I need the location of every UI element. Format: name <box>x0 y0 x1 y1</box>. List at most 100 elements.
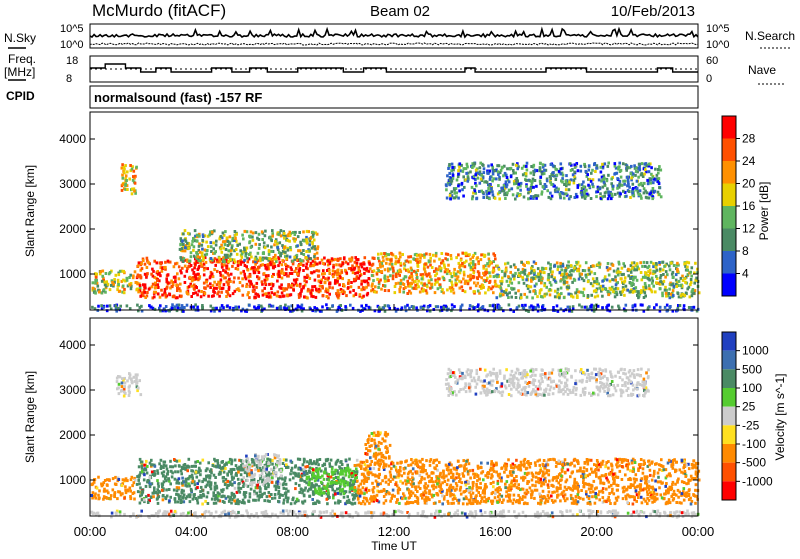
echo-cell <box>174 497 177 500</box>
echo-cell <box>621 267 624 270</box>
echo-cell <box>259 463 262 466</box>
echo-cell <box>257 252 260 255</box>
echo-cell <box>607 165 610 168</box>
echo-cell <box>263 492 266 495</box>
echo-cell <box>315 491 318 494</box>
echo-cell <box>567 293 570 296</box>
echo-cell <box>631 262 634 265</box>
echo-cell <box>241 277 244 280</box>
echo-cell <box>601 288 604 291</box>
echo-cell <box>585 189 588 192</box>
echo-cell <box>153 470 156 473</box>
echo-cell <box>309 466 312 469</box>
echo-cell <box>663 280 666 283</box>
echo-cell <box>560 287 563 290</box>
echo-cell <box>212 275 215 278</box>
echo-cell <box>253 490 256 493</box>
echo-cell <box>238 489 241 492</box>
echo-cell <box>308 488 311 491</box>
echo-cell <box>623 183 626 186</box>
echo-cell <box>281 269 284 272</box>
echo-cell <box>207 461 210 464</box>
echo-cell <box>474 173 477 176</box>
echo-cell <box>109 288 112 291</box>
echo-cell <box>275 454 278 457</box>
echo-cell <box>138 476 141 479</box>
echo-cell <box>242 270 245 273</box>
echo-cell <box>198 290 201 293</box>
echo-cell <box>113 492 116 495</box>
echo-cell <box>582 185 585 188</box>
echo-cell <box>467 180 470 183</box>
echo-cell <box>91 306 94 309</box>
echo-cell <box>311 289 314 292</box>
echo-cell <box>323 485 326 488</box>
echo-cell <box>192 292 195 295</box>
echo-cell <box>449 279 452 282</box>
echo-cell <box>587 184 590 187</box>
echo-cell <box>133 170 136 173</box>
echo-cell <box>558 296 561 299</box>
echo-cell <box>289 472 292 475</box>
echo-cell <box>117 307 120 310</box>
echo-cell <box>498 164 501 167</box>
echo-cell <box>655 266 658 269</box>
echo-cell <box>204 485 207 488</box>
echo-cell <box>261 455 264 458</box>
echo-cell <box>350 479 353 482</box>
echo-cell <box>625 304 628 307</box>
echo-cell <box>281 478 284 481</box>
echo-cell <box>650 166 653 169</box>
echo-cell <box>498 191 501 194</box>
echo-cell <box>326 487 329 490</box>
echo-cell <box>508 303 511 306</box>
echo-cell <box>518 183 521 186</box>
echo-cell <box>143 498 146 501</box>
echo-cell <box>643 173 646 176</box>
echo-cell <box>525 165 528 168</box>
echo-cell <box>181 267 184 270</box>
echo-cell <box>308 249 311 252</box>
echo-cell <box>558 170 561 173</box>
echo-cell <box>620 277 623 280</box>
echo-cell <box>472 271 475 274</box>
echo-cell <box>350 281 353 284</box>
echo-cell <box>379 265 382 268</box>
echo-cell <box>457 169 460 172</box>
echo-cell <box>174 280 177 283</box>
echo-cell <box>139 306 142 309</box>
echo-cell <box>131 192 134 195</box>
echo-cell <box>303 459 306 462</box>
echo-cell <box>354 486 357 489</box>
echo-band <box>369 252 498 295</box>
echo-cell <box>122 285 125 288</box>
echo-cell <box>298 491 301 494</box>
echo-cell <box>198 468 201 471</box>
echo-cell <box>227 249 230 252</box>
echo-cell <box>236 467 239 470</box>
echo-cell <box>526 169 529 172</box>
echo-cell <box>252 239 255 242</box>
echo-cell <box>222 240 225 243</box>
echo-cell <box>486 196 489 199</box>
echo-cell <box>535 185 538 188</box>
echo-cell <box>419 260 422 263</box>
echo-cell <box>455 273 458 276</box>
echo-cell <box>327 277 330 280</box>
echo-cell <box>500 169 503 172</box>
echo-cell <box>530 186 533 189</box>
echo-cell <box>445 188 448 191</box>
echo-cell <box>477 177 480 180</box>
echo-cell <box>446 288 449 291</box>
echo-cell <box>625 285 628 288</box>
echo-cell <box>494 281 497 284</box>
echo-cell <box>693 306 696 309</box>
echo-cell <box>429 275 432 278</box>
echo-cell <box>445 305 448 308</box>
echo-cell <box>122 279 125 282</box>
echo-cell <box>557 288 560 291</box>
echo-cell <box>150 273 153 276</box>
echo-cell <box>162 494 165 497</box>
echo-cell <box>565 269 568 272</box>
echo-cell <box>255 243 258 246</box>
